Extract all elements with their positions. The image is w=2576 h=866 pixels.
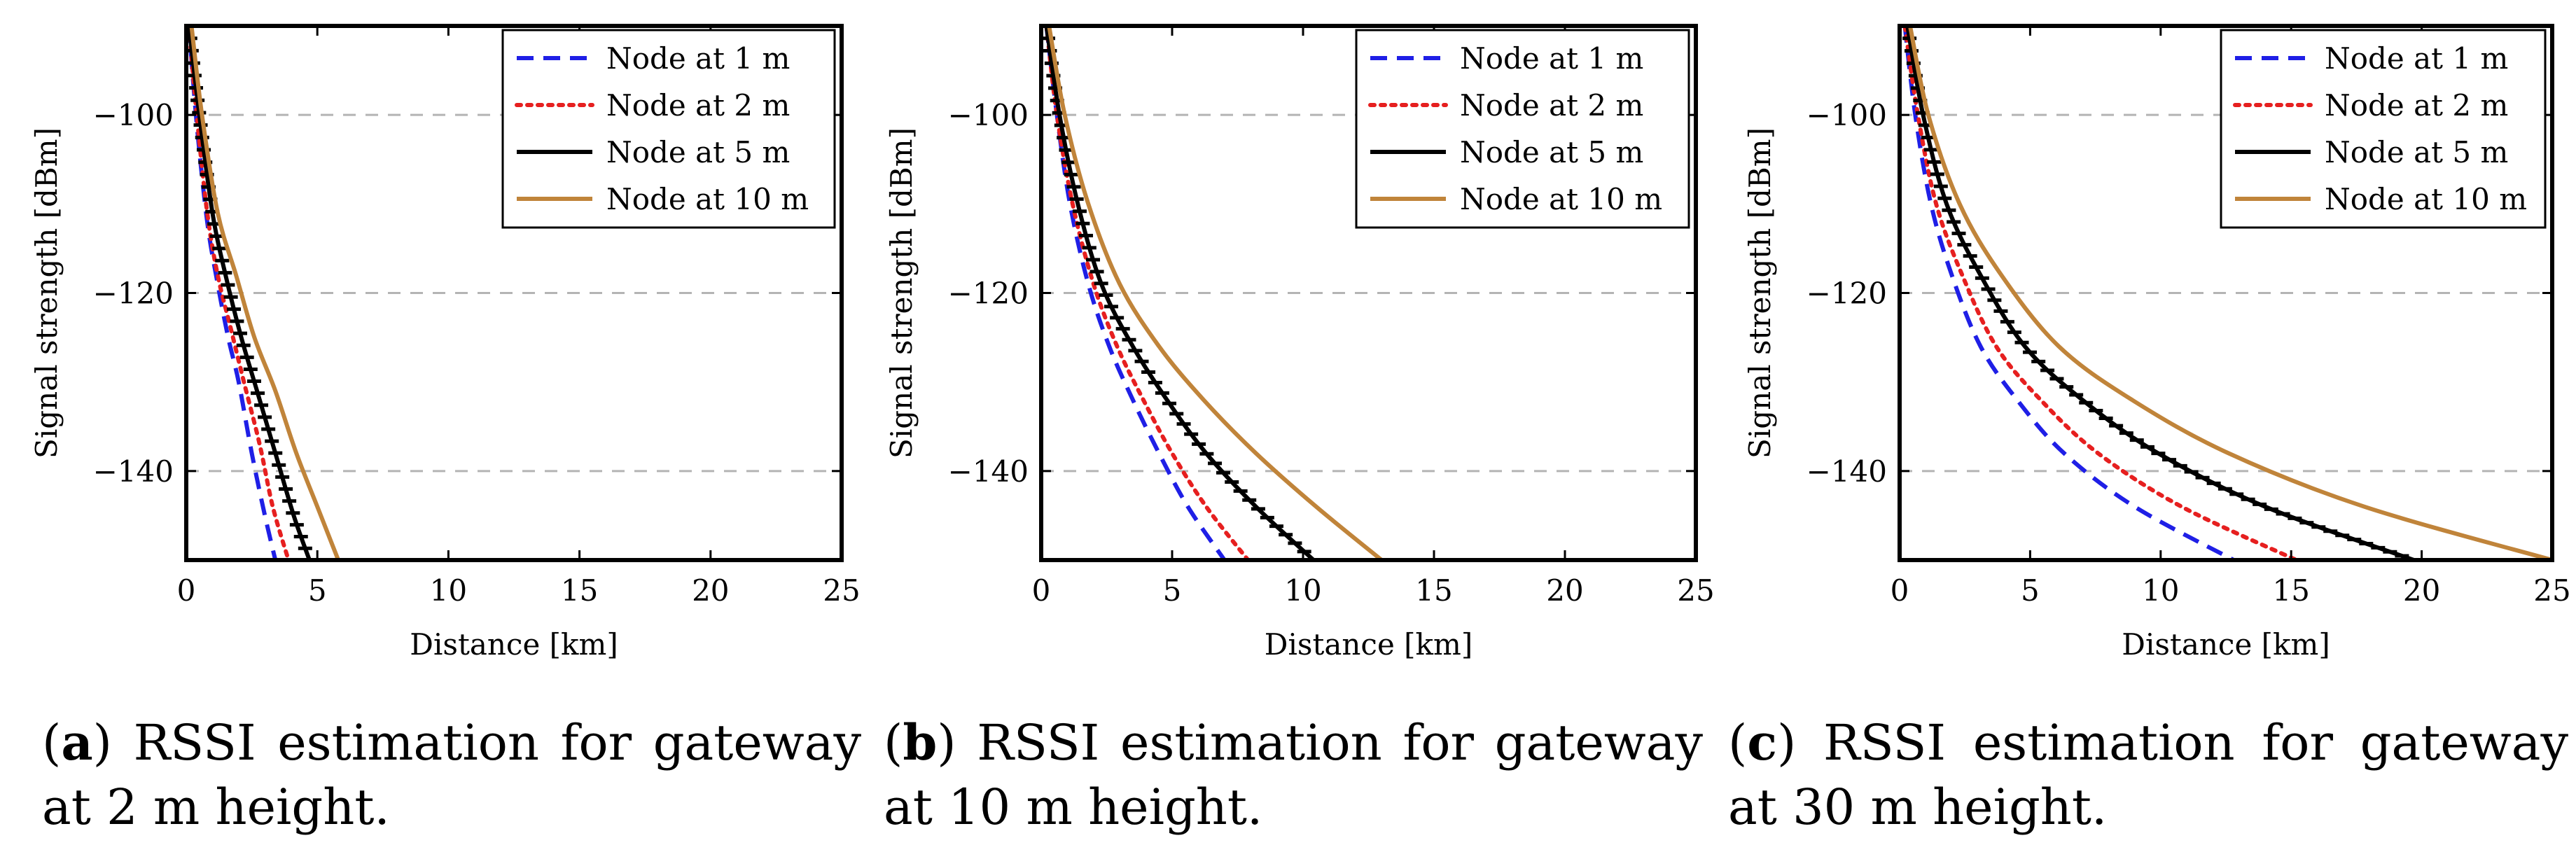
y-axis-label: Signal strength [dBm] <box>29 127 64 459</box>
legend-box <box>501 29 836 229</box>
caption-b-text: RSSI estimation for gateway at 10 m heig… <box>884 714 1703 836</box>
x-axis-label: Distance [km] <box>1265 627 1473 662</box>
y-tick-label: −120 <box>1806 277 1887 311</box>
series-line-node-at-5-m <box>186 26 312 560</box>
series-line-node-at-2-m <box>1044 26 1251 560</box>
legend-label: Node at 1 m <box>1460 41 1643 76</box>
caption-c-text: RSSI estimation for gateway at 30 m heig… <box>1728 714 2568 836</box>
x-axis-label: Distance [km] <box>2122 627 2330 662</box>
chart-panel-1: 0 5 10 15 20 25 −140 −120 −100 Distance [km] Signa… <box>884 24 1715 662</box>
y-tick-label: −100 <box>948 98 1029 132</box>
caption-a-text: RSSI estimation for gateway at 2 m heigh… <box>42 714 861 836</box>
plot-area <box>1041 26 1384 560</box>
caption-c-tag: c <box>1747 713 1777 771</box>
x-tick-label: 0 <box>1032 573 1051 608</box>
x-tick-label: 25 <box>2533 573 2570 608</box>
x-tick-label: 15 <box>561 573 598 608</box>
y-axis-label: Signal strength [dBm] <box>1743 127 1777 459</box>
legend-label: Node at 10 m <box>606 182 809 216</box>
y-tick-label: −120 <box>948 277 1029 311</box>
caption-a: (a) RSSI estimation for gateway at 2 m h… <box>42 713 861 836</box>
x-tick-label: 25 <box>823 573 860 608</box>
y-tick-label: −140 <box>1806 454 1887 489</box>
legend-box <box>1355 29 1690 229</box>
x-tick-label: 0 <box>1891 573 1909 608</box>
x-tick-label: 20 <box>692 573 729 608</box>
plot-area <box>186 26 340 560</box>
x-tick-label: 20 <box>2403 573 2440 608</box>
legend-label: Node at 10 m <box>2325 182 2527 216</box>
y-tick-label: −140 <box>948 454 1029 489</box>
legend-label: Node at 2 m <box>2325 88 2508 123</box>
y-axis-label: Signal strength [dBm] <box>884 127 919 459</box>
series-line-node-at-1-m <box>1044 26 1227 560</box>
y-tick-label: −100 <box>93 98 174 132</box>
legend-label: Node at 1 m <box>606 41 790 76</box>
y-tick-label: −140 <box>93 454 174 489</box>
x-tick-label: 5 <box>308 573 327 608</box>
plot-area <box>1900 26 2552 560</box>
y-tick-label: −120 <box>93 277 174 311</box>
chart-panel-2: 0 5 10 15 20 25 −140 −120 −100 Distance [km] Signa… <box>1743 24 2571 662</box>
x-tick-label: 0 <box>177 573 196 608</box>
legend-label: Node at 5 m <box>606 135 790 169</box>
legend-label: Node at 10 m <box>1460 182 1662 216</box>
x-tick-label: 10 <box>430 573 467 608</box>
x-tick-label: 5 <box>2021 573 2040 608</box>
legend-label: Node at 2 m <box>1460 88 1643 123</box>
x-tick-label: 20 <box>1546 573 1583 608</box>
legend-label: Node at 2 m <box>606 88 790 123</box>
x-axis-label: Distance [km] <box>410 627 618 662</box>
caption-c: (c) RSSI estimation for gateway at 30 m … <box>1728 713 2568 836</box>
x-tick-label: 25 <box>1677 573 1714 608</box>
chart-panel-0: 0 5 10 15 20 25 −140 −120 −100 Distance [km] Signa… <box>29 24 861 662</box>
series-line-node-at-1-m <box>1902 26 2235 560</box>
series-line-node-at-10-m <box>1047 26 1384 560</box>
legend-box <box>2220 29 2547 229</box>
x-tick-label: 15 <box>1415 573 1452 608</box>
x-tick-label: 10 <box>1284 573 1321 608</box>
series-line-node-at-10-m <box>1907 26 2552 560</box>
series-line-node-at-10-m <box>189 26 340 560</box>
legend-label: Node at 5 m <box>2325 135 2508 169</box>
caption-a-tag: a <box>61 713 93 771</box>
legend-label: Node at 5 m <box>1460 135 1643 169</box>
y-tick-label: −100 <box>1806 98 1887 132</box>
x-tick-label: 10 <box>2142 573 2179 608</box>
legend-label: Node at 1 m <box>2325 41 2508 76</box>
x-tick-label: 15 <box>2272 573 2309 608</box>
caption-b-tag: b <box>903 713 938 771</box>
x-tick-label: 5 <box>1163 573 1182 608</box>
caption-b: (b) RSSI estimation for gateway at 10 m … <box>884 713 1703 836</box>
